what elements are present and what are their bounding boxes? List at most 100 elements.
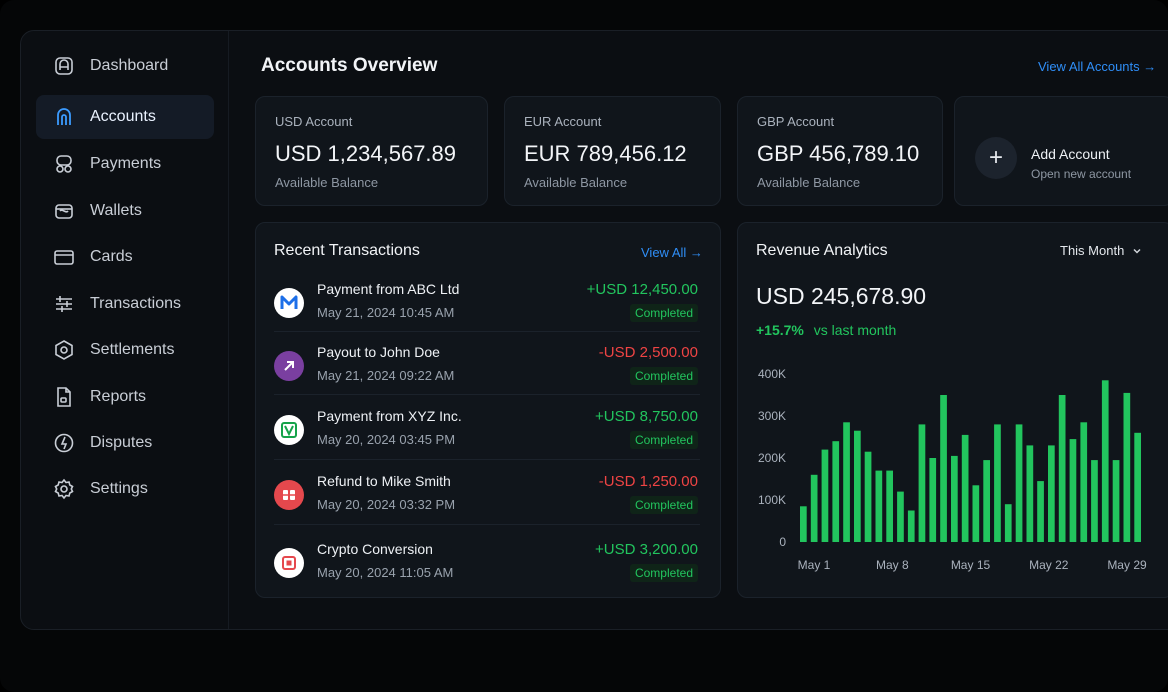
brand-v-icon	[274, 415, 304, 445]
sidebar-item-accounts[interactable]: Accounts	[36, 95, 214, 139]
chart-bar[interactable]	[1026, 445, 1034, 542]
chart-bar[interactable]	[961, 434, 969, 542]
chart-bar[interactable]	[1091, 460, 1098, 542]
sidebar-item-label: Payments	[90, 155, 162, 172]
add-account-card[interactable]: + Add Account Open new account	[954, 96, 1168, 206]
chart-bar[interactable]	[929, 458, 937, 542]
settlements-icon	[53, 339, 75, 361]
divider	[274, 459, 700, 460]
chart-bar[interactable]	[875, 470, 883, 542]
chart-bar[interactable]	[1069, 439, 1077, 542]
view-all-accounts-link[interactable]: View All Accounts →	[1038, 59, 1157, 74]
chart-bar[interactable]	[994, 424, 1001, 542]
y-tick-label: 0	[779, 535, 786, 549]
chart-bar[interactable]	[1080, 422, 1088, 542]
status-badge: Completed	[629, 431, 698, 449]
x-tick-label: May 22	[1029, 558, 1069, 572]
transaction-date: May 20, 2024 03:45 PM	[317, 432, 456, 447]
chart-bar[interactable]	[854, 430, 861, 542]
transaction-title: Payment from ABC Ltd	[317, 281, 460, 297]
sidebar-item-wallets[interactable]: Wallets	[36, 189, 214, 233]
account-balance-label: Available Balance	[524, 175, 628, 190]
transaction-amount: +USD 8,750.00	[595, 408, 698, 425]
recent-transactions-panel: Recent Transactions View All → Payment f…	[255, 222, 721, 598]
chart-bar[interactable]	[843, 422, 850, 542]
chart-bar[interactable]	[940, 395, 947, 542]
divider	[274, 524, 700, 525]
revenue-growth: +15.7% vs last month	[756, 322, 896, 338]
chart-bar[interactable]	[983, 460, 990, 542]
section-title: Recent Transactions	[274, 242, 420, 259]
transaction-date: May 20, 2024 03:32 PM	[317, 497, 456, 512]
chart-bar[interactable]	[1037, 481, 1044, 542]
transaction-date: May 21, 2024 09:22 AM	[317, 368, 455, 383]
chart-bar[interactable]	[951, 455, 958, 542]
page-title: Accounts Overview	[261, 55, 438, 76]
account-balance: USD 1,234,567.89	[275, 141, 457, 166]
account-card-eur[interactable]: EUR Account EUR 789,456.12 Available Bal…	[504, 96, 721, 206]
chart-bar[interactable]	[1048, 445, 1055, 542]
account-balance: GBP 456,789.10	[757, 141, 920, 166]
chart-bar[interactable]	[1134, 432, 1141, 542]
sidebar-item-settlements[interactable]: Settlements	[36, 328, 214, 372]
chart-bar[interactable]	[821, 449, 829, 542]
account-card-usd[interactable]: USD Account USD 1,234,567.89 Available B…	[255, 96, 488, 206]
transaction-row[interactable]: Payment from XYZ Inc. May 20, 2024 03:45…	[274, 402, 700, 466]
y-tick-label: 200K	[758, 451, 786, 465]
x-tick-label: May 15	[951, 558, 991, 572]
sidebar-item-dashboard[interactable]: Dashboard	[36, 44, 214, 88]
y-tick-label: 100K	[758, 493, 786, 507]
period-dropdown[interactable]: This Month	[1060, 243, 1142, 258]
divider	[274, 394, 700, 395]
chart-bar[interactable]	[897, 491, 904, 542]
chart-bar[interactable]	[1015, 424, 1023, 542]
chart-bar[interactable]	[907, 510, 915, 543]
sidebar-item-reports[interactable]: Reports	[36, 375, 214, 419]
chart-bar[interactable]	[1004, 504, 1012, 542]
period-value: This Month	[1060, 243, 1125, 258]
transaction-row[interactable]: Payment from ABC Ltd May 21, 2024 10:45 …	[274, 275, 700, 339]
chart-bar[interactable]	[972, 485, 980, 542]
sidebar-item-disputes[interactable]: Disputes	[36, 421, 214, 465]
chart-bar[interactable]	[1101, 380, 1109, 542]
chart-bar[interactable]	[886, 470, 893, 542]
add-account-subtitle: Open new account	[1031, 167, 1132, 181]
transaction-row[interactable]: Refund to Mike Smith May 20, 2024 03:32 …	[274, 467, 700, 531]
chart-bar[interactable]	[864, 451, 872, 542]
chart-bar[interactable]	[918, 424, 926, 542]
sidebar-item-settings[interactable]: Settings	[36, 467, 214, 511]
add-account-title: Add Account	[1031, 146, 1110, 162]
accounts-icon	[53, 106, 75, 128]
payments-icon	[53, 153, 75, 175]
transaction-row[interactable]: Payout to John Doe May 21, 2024 09:22 AM…	[274, 338, 700, 402]
account-name: EUR Account	[524, 114, 602, 129]
chart-bar[interactable]	[1058, 395, 1066, 542]
chart-bar[interactable]	[1123, 392, 1131, 542]
x-tick-label: May 1	[798, 558, 831, 572]
sidebar-item-label: Disputes	[90, 434, 153, 451]
sidebar-item-label: Accounts	[90, 108, 156, 125]
chevron-down-icon	[1133, 248, 1141, 254]
view-all-transactions-link[interactable]: View All →	[641, 245, 703, 260]
alert-icon	[53, 432, 75, 454]
sidebar-item-payments[interactable]: Payments	[36, 142, 214, 186]
sidebar-item-transactions[interactable]: Transactions	[36, 282, 214, 326]
chart-bar[interactable]	[810, 474, 818, 542]
transaction-title: Payout to John Doe	[317, 344, 440, 360]
chart-bar[interactable]	[832, 441, 840, 542]
y-tick-label: 300K	[758, 409, 786, 423]
crypto-icon	[274, 548, 304, 578]
section-title: Revenue Analytics	[756, 242, 888, 259]
revenue-bar-chart: 400K 300K 200K 100K 0 May 1 May 8 May 15 May 22 M…	[758, 367, 1147, 572]
account-card-gbp[interactable]: GBP Account GBP 456,789.10 Available Bal…	[737, 96, 943, 206]
transaction-title: Payment from XYZ Inc.	[317, 408, 462, 424]
arrow-up-right-icon	[274, 351, 304, 381]
sidebar-item-cards[interactable]: Cards	[36, 235, 214, 279]
chart-bar[interactable]	[1112, 460, 1120, 542]
account-balance: EUR 789,456.12	[524, 141, 687, 166]
plus-icon[interactable]: +	[975, 137, 1017, 179]
transaction-row[interactable]: Crypto Conversion May 20, 2024 11:05 AM …	[274, 535, 700, 599]
chart-bar[interactable]	[800, 506, 807, 542]
main-content: Accounts Overview View All Accounts → US…	[230, 31, 1168, 629]
